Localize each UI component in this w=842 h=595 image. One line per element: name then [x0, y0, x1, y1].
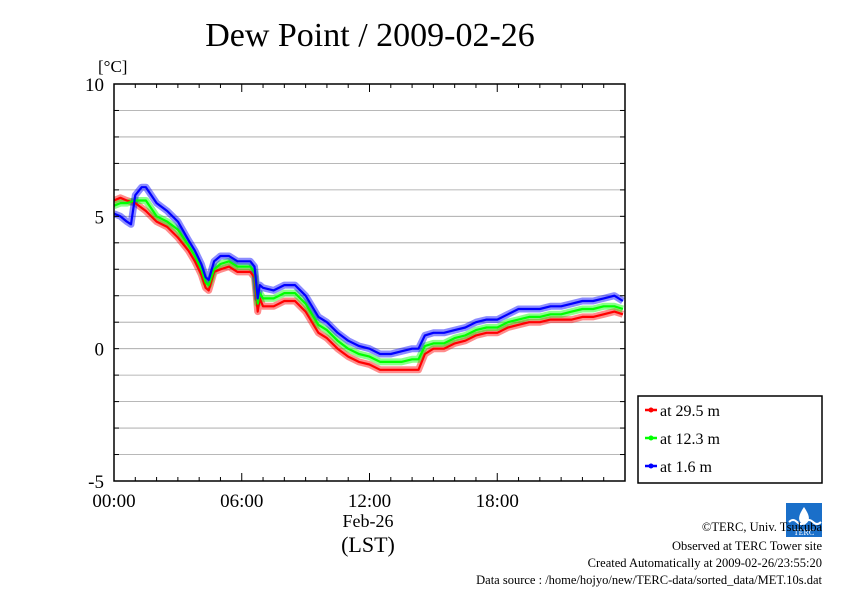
legend-label: at 12.3 m: [660, 431, 721, 448]
legend-marker: [648, 435, 654, 441]
series-line: [114, 199, 624, 363]
date-label: Feb-26: [343, 511, 394, 531]
chart-title: Dew Point / 2009-02-26: [205, 17, 535, 54]
x-axis-label: (LST): [341, 532, 395, 557]
y-tick-label: 10: [85, 75, 104, 96]
legend-label: at 29.5 m: [660, 403, 721, 420]
y-tick-label: 5: [95, 207, 105, 228]
wave-icon: [788, 519, 822, 525]
legend-marker: [648, 463, 654, 469]
terc-logo: TERC: [786, 503, 822, 537]
y-tick-label: -5: [88, 472, 104, 493]
series-band: [114, 183, 625, 358]
plot-frame: [113, 83, 626, 482]
series-line: [114, 186, 624, 356]
legend-items: at 29.5 m at 12.3 m at 1.6 m: [645, 403, 721, 476]
logo-text: TERC: [794, 528, 814, 537]
legend-marker: [648, 407, 654, 413]
credits-block: ©TERC, Univ. Tsukuba Observed at TERC To…: [476, 520, 822, 587]
series-group: [114, 183, 625, 374]
credit-source: Data source : /home/hojyo/new/TERC-data/…: [476, 573, 822, 587]
x-tick-label: 18:00: [476, 491, 519, 512]
x-tick-label: 06:00: [220, 491, 263, 512]
series-band: [114, 197, 624, 366]
credit-observed: Observed at TERC Tower site: [672, 539, 822, 553]
x-axis-ticks: 00:00 06:00 12:00 18:00: [92, 84, 626, 512]
grid-lines: [114, 110, 625, 455]
series-layer: [114, 183, 625, 374]
legend-label: at 1.6 m: [660, 459, 713, 476]
series-band: [114, 194, 624, 374]
legend: at 29.5 m at 12.3 m at 1.6 m: [637, 395, 823, 484]
x-tick-label: 00:00: [92, 491, 135, 512]
series-line: [114, 196, 624, 371]
y-axis-label: [°C]: [98, 57, 127, 76]
credit-copyright: ©TERC, Univ. Tsukuba: [702, 520, 823, 534]
legend-box: [637, 395, 823, 484]
y-axis-ticks: -5 0 5 10: [85, 75, 625, 493]
x-tick-label: 12:00: [348, 491, 391, 512]
y-tick-label: 0: [95, 340, 105, 361]
credit-created: Created Automatically at 2009-02-26/23:5…: [588, 556, 822, 570]
